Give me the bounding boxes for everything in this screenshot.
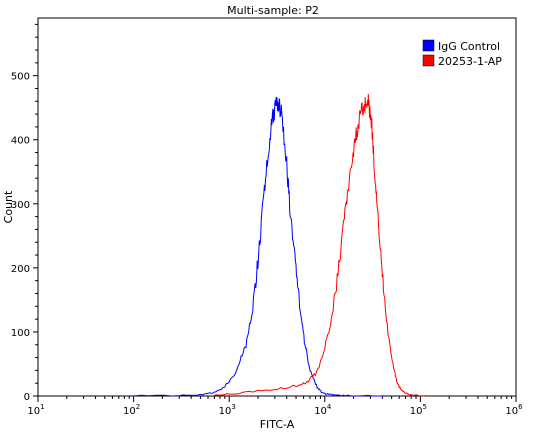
x-tick-base: 10	[505, 406, 518, 417]
series-line-igg-control	[133, 96, 383, 397]
y-tick-label: 500	[11, 72, 30, 83]
x-tick-exponent: 5	[423, 403, 427, 411]
legend-label: IgG Control	[438, 40, 500, 53]
x-axis-label: FITC-A	[260, 418, 295, 431]
x-tick-base: 10	[219, 406, 232, 417]
x-tick-label: 104	[314, 403, 332, 417]
legend: IgG Control 20253-1-AP	[422, 39, 502, 68]
y-tick-label: 100	[11, 328, 30, 339]
legend-swatch	[422, 39, 435, 52]
y-tick-label: 0	[24, 392, 30, 403]
legend-label: 20253-1-AP	[438, 55, 502, 68]
legend-swatch	[422, 54, 435, 67]
x-tick-base: 10	[123, 406, 136, 417]
y-tick-label: 400	[11, 136, 30, 147]
x-tick-base: 10	[410, 406, 423, 417]
x-tick-exponent: 6	[518, 403, 523, 411]
x-tick-exponent: 2	[136, 403, 140, 411]
x-tick-label: 103	[219, 403, 236, 417]
x-tick-label: 105	[410, 403, 427, 417]
x-tick-exponent: 1	[40, 403, 44, 411]
x-tick-exponent: 4	[327, 403, 332, 411]
x-tick-base: 10	[314, 406, 327, 417]
x-tick-label: 106	[505, 403, 523, 417]
series-line-sample	[214, 93, 429, 397]
x-tick-label: 101	[27, 403, 44, 417]
plot-area-frame	[37, 17, 517, 397]
x-axis: 101 102 103 104 105 106	[27, 396, 523, 417]
y-tick-label: 200	[11, 264, 30, 275]
y-tick-label: 300	[11, 200, 30, 211]
y-axis-label: Count	[2, 190, 15, 223]
series-layer	[133, 93, 429, 397]
y-axis: 0 100 200 300 400 500	[11, 23, 38, 403]
x-tick-base: 10	[27, 406, 40, 417]
x-tick-exponent: 3	[231, 403, 235, 411]
x-tick-label: 102	[123, 403, 140, 417]
chart-title: Multi-sample: P2	[227, 4, 319, 17]
